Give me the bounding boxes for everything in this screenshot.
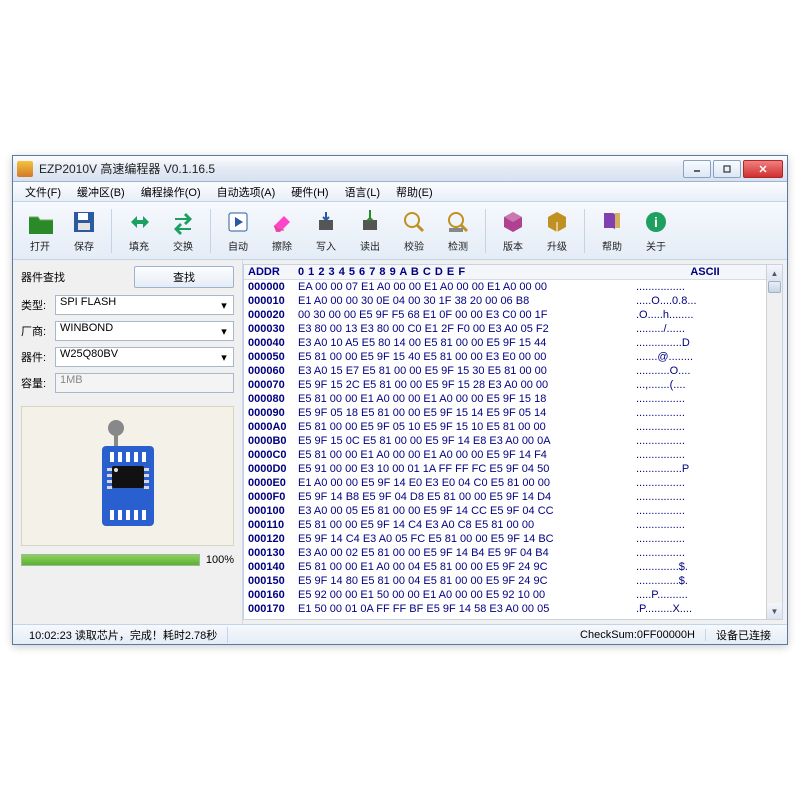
write-icon — [312, 208, 340, 236]
toolbar-verify-button[interactable]: 校验 — [393, 206, 435, 255]
hex-row[interactable]: 000150E5 9F 14 80 E5 81 00 04 E5 81 00 0… — [244, 574, 782, 588]
menu-h[interactable]: 硬件(H) — [283, 182, 336, 202]
menu-e[interactable]: 帮助(E) — [388, 182, 441, 202]
open-icon — [26, 208, 54, 236]
hex-row[interactable]: 000170E1 50 00 01 0A FF FF BF E5 9F 14 5… — [244, 602, 782, 616]
maximize-button[interactable] — [713, 160, 741, 178]
hex-row[interactable]: 00002000 30 00 00 E5 9F F5 68 E1 0F 00 0… — [244, 308, 782, 322]
vendor-label: 厂商: — [21, 323, 55, 339]
menubar: 文件(F)缓冲区(B)编程操作(O)自动选项(A)硬件(H)语言(L)帮助(E) — [13, 182, 787, 202]
toolbar-detect-button[interactable]: 检测 — [437, 206, 479, 255]
app-window: EZP2010V 高速编程器 V0.1.16.5 文件(F)缓冲区(B)编程操作… — [12, 155, 788, 645]
size-field: 1MB — [55, 373, 234, 393]
hex-row[interactable]: 000030E3 80 00 13 E3 80 00 C0 E1 2F F0 0… — [244, 322, 782, 336]
scroll-down-icon[interactable]: ▼ — [767, 603, 782, 619]
toolbar-version-button[interactable]: 版本 — [492, 206, 534, 255]
type-select[interactable]: SPI FLASH▾ — [55, 295, 234, 315]
hex-row[interactable]: 0000A0E5 81 00 00 E5 9F 05 10 E5 9F 15 1… — [244, 420, 782, 434]
upgrade-icon — [543, 208, 571, 236]
svg-text:i: i — [654, 214, 658, 230]
hex-row[interactable]: 000080E5 81 00 00 E1 A0 00 00 E1 A0 00 0… — [244, 392, 782, 406]
hex-row[interactable]: 0000F0E5 9F 14 B8 E5 9F 04 D8 E5 81 00 0… — [244, 490, 782, 504]
swap-icon — [169, 208, 197, 236]
hex-viewer: ADDR 0 1 2 3 4 5 6 7 8 9 A B C D E F ASC… — [243, 264, 783, 620]
detect-icon — [444, 208, 472, 236]
toolbar-open-button[interactable]: 打开 — [19, 206, 61, 255]
save-icon — [70, 208, 98, 236]
scrollbar[interactable]: ▲ ▼ — [766, 265, 782, 619]
app-icon — [17, 161, 33, 177]
chevron-down-icon: ▾ — [217, 324, 231, 338]
hex-row[interactable]: 000090E5 9F 05 18 E5 81 00 00 E5 9F 15 1… — [244, 406, 782, 420]
toolbar-about-button[interactable]: i关于 — [635, 206, 677, 255]
about-icon: i — [642, 208, 670, 236]
toolbar-auto-button[interactable]: 自动 — [217, 206, 259, 255]
menu-l[interactable]: 语言(L) — [337, 182, 388, 202]
part-select[interactable]: W25Q80BV▾ — [55, 347, 234, 367]
menu-o[interactable]: 编程操作(O) — [133, 182, 209, 202]
hex-row[interactable]: 0000D0E5 91 00 00 E3 10 00 01 1A FF FF F… — [244, 462, 782, 476]
verify-icon — [400, 208, 428, 236]
search-button[interactable]: 查找 — [134, 266, 234, 288]
minimize-button[interactable] — [683, 160, 711, 178]
scroll-up-icon[interactable]: ▲ — [767, 265, 782, 281]
progress-bar — [21, 554, 200, 566]
chip-diagram — [21, 406, 234, 546]
toolbar-swap-button[interactable]: 交换 — [162, 206, 204, 255]
hex-row[interactable]: 000110E5 81 00 00 E5 9F 14 C4 E3 A0 C8 E… — [244, 518, 782, 532]
menu-a[interactable]: 自动选项(A) — [209, 182, 284, 202]
device-search-label: 器件查找 — [21, 269, 65, 285]
hex-header-addr: ADDR — [248, 266, 298, 278]
toolbar-help-button[interactable]: 帮助 — [591, 206, 633, 255]
hex-row[interactable]: 000070E5 9F 15 2C E5 81 00 00 E5 9F 15 2… — [244, 378, 782, 392]
toolbar: 打开保存填充交换自动擦除写入读出校验检测版本升级帮助i关于 — [13, 202, 787, 260]
type-label: 类型: — [21, 297, 55, 313]
toolbar-fill-button[interactable]: 填充 — [118, 206, 160, 255]
progress-percent: 100% — [206, 554, 234, 566]
toolbar-upgrade-button[interactable]: 升级 — [536, 206, 578, 255]
hex-row[interactable]: 0000E0E1 A0 00 00 E5 9F 14 E0 E3 E0 04 C… — [244, 476, 782, 490]
hex-row[interactable]: 000000EA 00 00 07 E1 A0 00 00 E1 A0 00 0… — [244, 280, 782, 294]
chevron-down-icon: ▾ — [217, 350, 231, 364]
hex-body[interactable]: 000000EA 00 00 07 E1 A0 00 00 E1 A0 00 0… — [244, 280, 782, 619]
statusbar: 10:02:23 读取芯片，完成！耗时2.78秒 CheckSum:0FF000… — [13, 624, 787, 644]
close-button[interactable] — [743, 160, 783, 178]
toolbar-erase-button[interactable]: 擦除 — [261, 206, 303, 255]
vendor-select[interactable]: WINBOND▾ — [55, 321, 234, 341]
toolbar-read-button[interactable]: 读出 — [349, 206, 391, 255]
part-label: 器件: — [21, 349, 55, 365]
status-checksum: CheckSum:0FF00000H — [570, 629, 706, 641]
hex-row[interactable]: 000040E3 A0 10 A5 E5 80 14 00 E5 81 00 0… — [244, 336, 782, 350]
titlebar[interactable]: EZP2010V 高速编程器 V0.1.16.5 — [13, 156, 787, 182]
hex-row[interactable]: 0000C0E5 81 00 00 E1 A0 00 00 E1 A0 00 0… — [244, 448, 782, 462]
status-connection: 设备已连接 — [706, 627, 781, 643]
hex-header-ascii: ASCII — [628, 266, 782, 278]
fill-icon — [125, 208, 153, 236]
toolbar-save-button[interactable]: 保存 — [63, 206, 105, 255]
menu-f[interactable]: 文件(F) — [17, 182, 69, 202]
hex-row[interactable]: 000120E5 9F 14 C4 E3 A0 05 FC E5 81 00 0… — [244, 532, 782, 546]
hex-row[interactable]: 000130E3 A0 00 02 E5 81 00 00 E5 9F 14 B… — [244, 546, 782, 560]
status-message: 10:02:23 读取芯片，完成！耗时2.78秒 — [19, 627, 228, 643]
chevron-down-icon: ▾ — [217, 298, 231, 312]
version-icon — [499, 208, 527, 236]
hex-row[interactable]: 000100E3 A0 00 05 E5 81 00 00 E5 9F 14 C… — [244, 504, 782, 518]
auto-icon — [224, 208, 252, 236]
toolbar-write-button[interactable]: 写入 — [305, 206, 347, 255]
erase-icon — [268, 208, 296, 236]
menu-b[interactable]: 缓冲区(B) — [69, 182, 133, 202]
hex-row[interactable]: 000010E1 A0 00 00 30 0E 04 00 30 1F 38 2… — [244, 294, 782, 308]
read-icon — [356, 208, 384, 236]
left-panel: 器件查找 查找 类型: SPI FLASH▾ 厂商: WINBOND▾ 器件: … — [13, 260, 243, 624]
scroll-thumb[interactable] — [768, 281, 781, 293]
size-label: 容量: — [21, 375, 55, 391]
window-title: EZP2010V 高速编程器 V0.1.16.5 — [39, 160, 683, 177]
hex-row[interactable]: 000140E5 81 00 00 E1 A0 00 04 E5 81 00 0… — [244, 560, 782, 574]
hex-row[interactable]: 0000B0E5 9F 15 0C E5 81 00 00 E5 9F 14 E… — [244, 434, 782, 448]
hex-row[interactable]: 000050E5 81 00 00 E5 9F 15 40 E5 81 00 0… — [244, 350, 782, 364]
hex-row[interactable]: 000060E3 A0 15 E7 E5 81 00 00 E5 9F 15 3… — [244, 364, 782, 378]
hex-row[interactable]: 000160E5 92 00 00 E1 50 00 00 E1 A0 00 0… — [244, 588, 782, 602]
help-icon — [598, 208, 626, 236]
hex-header-cols: 0 1 2 3 4 5 6 7 8 9 A B C D E F — [298, 266, 628, 278]
